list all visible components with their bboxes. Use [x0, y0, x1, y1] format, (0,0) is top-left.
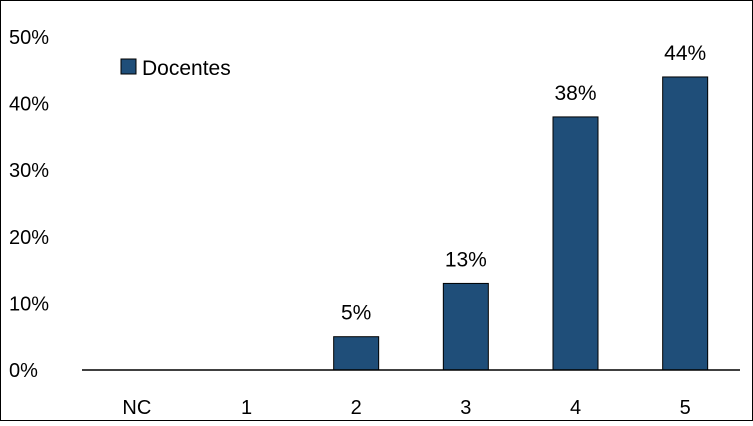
- y-tick-label: 20%: [9, 227, 49, 249]
- x-tick-label: 2: [351, 397, 362, 419]
- y-tick-label: 0%: [9, 360, 38, 382]
- bar-2: [333, 336, 380, 371]
- data-labels: 5% 13% 38% 44%: [341, 42, 706, 325]
- x-tick-label: 3: [460, 397, 471, 419]
- bar-5: [662, 76, 709, 371]
- x-tick-label: NC: [122, 397, 151, 419]
- y-tick-label: 40%: [9, 94, 49, 116]
- data-label-2: 5%: [341, 302, 371, 325]
- bar-3: [442, 282, 489, 371]
- data-label-4: 38%: [554, 82, 596, 105]
- legend: Docentes: [120, 57, 231, 80]
- x-tick-label: 1: [241, 397, 252, 419]
- y-axis-ticks: 0% 10% 20% 30% 40% 50%: [9, 27, 49, 382]
- y-tick-label: 30%: [9, 160, 49, 182]
- y-tick-label: 50%: [9, 27, 49, 49]
- data-label-3: 13%: [445, 248, 487, 271]
- legend-label: Docentes: [142, 57, 231, 80]
- x-axis-ticks: NC 1 2 3 4 5: [122, 397, 690, 419]
- legend-swatch: [120, 58, 137, 75]
- y-tick-label: 10%: [9, 293, 49, 315]
- x-tick-label: 4: [570, 397, 581, 419]
- bar-4: [552, 116, 599, 371]
- data-label-5: 44%: [664, 42, 706, 65]
- x-tick-label: 5: [680, 397, 691, 419]
